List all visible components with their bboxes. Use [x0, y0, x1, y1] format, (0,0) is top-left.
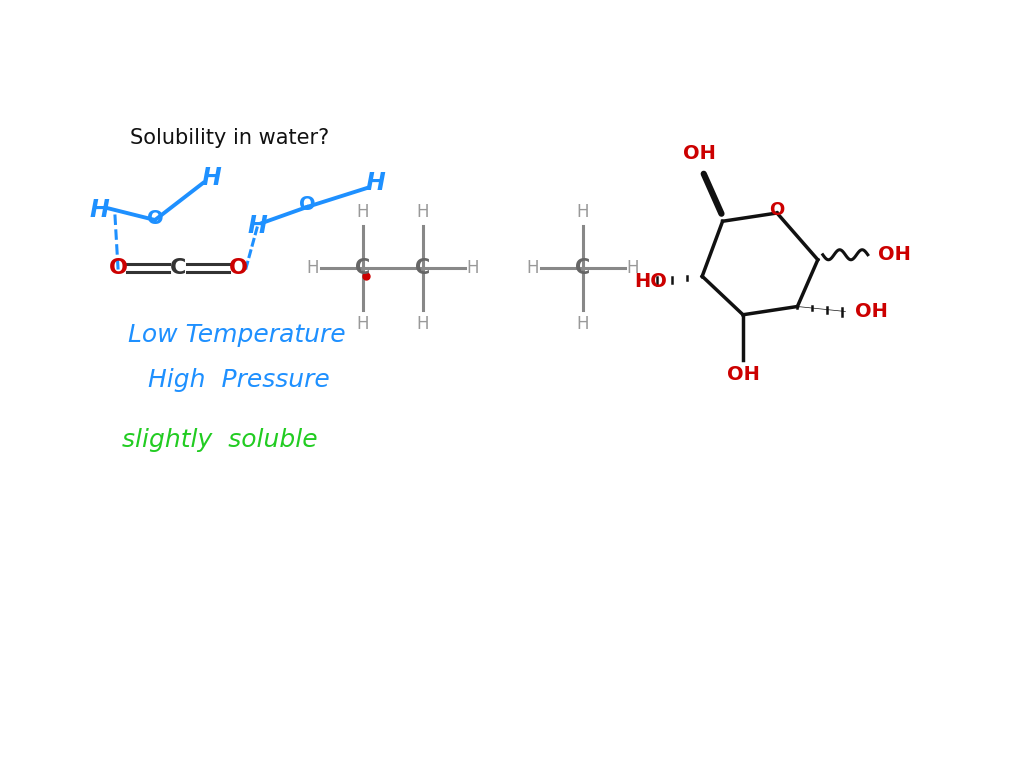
Text: OH: OH	[878, 245, 910, 264]
Text: H: H	[467, 259, 479, 277]
Text: C: C	[416, 258, 431, 278]
Text: H: H	[89, 198, 109, 222]
Text: O: O	[299, 194, 315, 214]
Text: H: H	[366, 171, 385, 195]
Text: C: C	[575, 258, 591, 278]
Text: H: H	[417, 315, 429, 333]
Text: High  Pressure: High Pressure	[148, 368, 330, 392]
Text: C: C	[355, 258, 371, 278]
Text: C: C	[170, 258, 186, 278]
Text: H: H	[417, 203, 429, 221]
Text: O: O	[228, 258, 248, 278]
Text: H: H	[627, 259, 639, 277]
Text: Low Temperature: Low Temperature	[128, 323, 346, 347]
Text: slightly  soluble: slightly soluble	[122, 428, 317, 452]
Text: Solubility in water?: Solubility in water?	[130, 128, 330, 148]
Text: H: H	[201, 166, 221, 190]
Text: O: O	[146, 208, 163, 227]
Text: H: H	[577, 315, 589, 333]
Text: H: H	[526, 259, 540, 277]
Text: H: H	[307, 259, 319, 277]
Text: OH: OH	[683, 144, 716, 163]
Text: HO: HO	[634, 272, 667, 291]
Text: O: O	[769, 201, 784, 219]
Text: OH: OH	[855, 302, 888, 321]
Text: H: H	[356, 315, 370, 333]
Text: H: H	[247, 214, 267, 238]
Text: H: H	[356, 203, 370, 221]
Text: H: H	[577, 203, 589, 221]
Text: OH: OH	[727, 366, 760, 384]
Text: O: O	[109, 258, 128, 278]
